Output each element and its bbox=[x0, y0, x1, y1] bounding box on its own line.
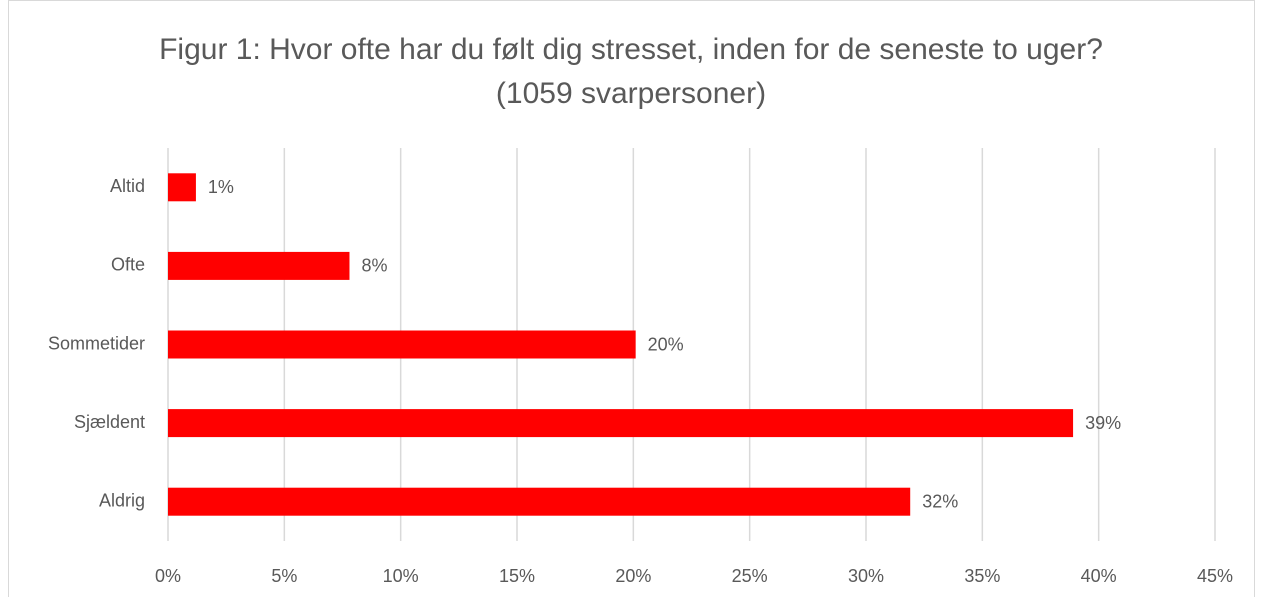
y-tick-label: Sommetider bbox=[48, 333, 145, 353]
chart-border bbox=[8, 0, 1255, 597]
bar bbox=[168, 330, 636, 359]
y-tick-label: Ofte bbox=[111, 255, 145, 275]
x-tick-label: 40% bbox=[1081, 566, 1117, 586]
x-tick-label: 35% bbox=[964, 566, 1000, 586]
y-tick-label: Sjældent bbox=[74, 412, 145, 432]
x-tick-label: 5% bbox=[271, 566, 297, 586]
bar bbox=[168, 173, 196, 202]
y-tick-label: Altid bbox=[110, 176, 145, 196]
data-label: 1% bbox=[208, 177, 234, 197]
x-tick-label: 0% bbox=[155, 566, 181, 586]
x-tick-label: 15% bbox=[499, 566, 535, 586]
bar bbox=[168, 251, 350, 280]
x-tick-label: 10% bbox=[383, 566, 419, 586]
data-label: 8% bbox=[361, 256, 387, 276]
chart-title: Figur 1: Hvor ofte har du følt dig stres… bbox=[159, 33, 1103, 110]
x-tick-label: 30% bbox=[848, 566, 884, 586]
data-label: 32% bbox=[922, 491, 958, 511]
data-label: 39% bbox=[1085, 413, 1121, 433]
bar bbox=[168, 409, 1074, 438]
data-label: 20% bbox=[648, 334, 684, 354]
bar bbox=[168, 487, 911, 516]
y-tick-label: Aldrig bbox=[99, 490, 145, 510]
x-tick-label: 20% bbox=[615, 566, 651, 586]
x-tick-label: 45% bbox=[1197, 566, 1233, 586]
x-tick-label: 25% bbox=[732, 566, 768, 586]
